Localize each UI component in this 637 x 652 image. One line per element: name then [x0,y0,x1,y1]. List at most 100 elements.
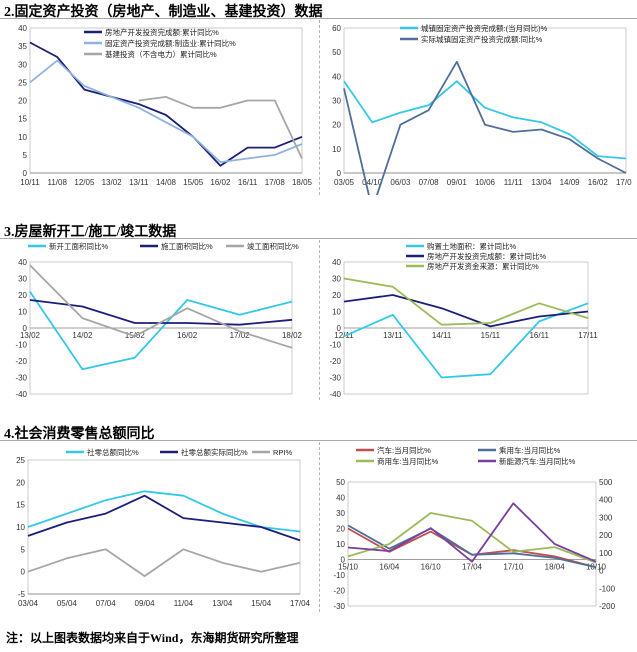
legend-label: 新开工面积同比% [49,241,108,251]
divider [0,238,637,239]
x-tick-label: 18/05 [292,178,312,187]
legend-label: 汽车:当月同比% [377,445,431,455]
y-tick-label: 0 [21,568,26,577]
section-title-retail: 4.社会消费零售总额同比 [4,427,155,442]
series-line [27,490,301,533]
x-tick-label: 09/01 [447,178,468,187]
series-line [29,59,303,163]
y-tick-label: 30 [18,60,27,69]
divider [0,440,637,441]
y-tick-label: 0 [23,169,28,178]
y-tick-label: 50 [336,478,345,487]
x-tick-label: 14/09 [560,178,581,187]
y-tick-label: 20 [16,478,25,487]
x-tick-label: 10/06 [475,178,496,187]
legend-label: 房地产开发投资完成额:累计同比% [105,27,219,37]
legend-label: 乘用车:当月同比% [499,445,561,455]
x-tick-label: 14/11 [432,331,452,340]
section-title-housing: 3.房屋新开工/施工/竣工数据 [4,225,177,240]
series-line [29,41,303,167]
y-tick-label: 20 [18,97,27,106]
x-tick-label: 13/11 [129,178,149,187]
y-tick-label: 60 [332,24,341,33]
y-tick-label: -5 [18,590,26,599]
series-line [343,60,627,211]
y-tick-label: 10 [332,308,341,317]
x-tick-label: 16/04 [379,563,400,572]
legend-label: 社零总额同比% [87,447,139,457]
y-tick-label: 10 [18,308,27,317]
y-tick-label: 30 [18,275,27,284]
chart-urban-fai: 0 10 20 30 40 50 60 03/05 04/10 06/03 07/08 09/01 10… [326,20,637,211]
x-tick-label: 07/04 [96,599,117,608]
x-tick-label: 05/04 [57,599,78,608]
x-tick-label: 16/02 [210,178,231,187]
divider [0,18,637,19]
y-tick-label: 0 [337,324,342,333]
x-tick-label: 18/02 [282,331,303,340]
series-line [138,96,303,159]
x-tick-label: 16/10 [421,563,442,572]
y-tick-label: 15 [16,501,25,510]
x-tick-label: 18/04 [545,563,566,572]
divider [319,442,320,612]
y-tick-label: 40 [332,72,341,81]
series-line [347,524,597,569]
x-tick-label: 15/05 [183,178,204,187]
x-tick-label: 16/02 [177,331,198,340]
x-tick-label: 17/04 [290,599,311,608]
x-tick-label: 15/10 [338,563,359,572]
series-line [343,294,589,328]
y-tick-label: 30 [332,97,341,106]
x-tick-label: 14/08 [156,178,177,187]
y-tick-label: 50 [332,48,341,57]
y-tick-label: 20 [18,291,27,300]
y-tick-label: 30 [332,275,341,284]
chart-fai-types: 0 5 10 15 20 25 30 35 40 10/11 11/08 12/05 13/02 13/1… [4,20,313,195]
x-tick-label: 17/10 [503,563,524,572]
series-line [29,291,293,371]
series-line [29,264,293,349]
chart-retail-sales: -5 0 5 10 15 20 25 03/04 05/04 07/04 09/04 11/04 13/… [4,442,312,612]
series-line [343,277,589,326]
legend-label: 实际城镇固定资产投资完成额:同比% [421,34,543,44]
x-tick-label: 16/11 [238,178,258,187]
y-tick-label: 35 [18,42,27,51]
x-tick-label: 13/02 [20,331,41,340]
section-title-fai: 2.固定资产投资（房地产、制造业、基建投资）数据 [4,5,323,20]
y-tick-label: 10 [332,145,341,154]
plot-frame [347,481,597,607]
x-tick-label: 06/03 [390,178,411,187]
y-tick-label: 20 [332,291,341,300]
x-tick-label: 14/02 [72,331,93,340]
y2-tick-label: -100 [599,584,616,593]
chart-auto-sales: -30 -20 -10 0 10 20 30 40 50 -200 -100 0 100 200 300 40… [326,442,632,612]
y-tick-label: 40 [336,494,345,503]
y-tick-label: -30 [329,374,341,383]
x-tick-label: 13/11 [383,331,403,340]
x-tick-label: 16/11 [529,331,549,340]
y2-tick-label: 200 [599,531,613,540]
y-tick-label: -10 [333,571,345,580]
x-tick-label: 11/08 [47,178,67,187]
x-tick-label: 10/11 [20,178,40,187]
y-tick-label: -40 [15,390,27,399]
divider [319,20,320,195]
y-tick-label: 40 [18,258,27,267]
y-tick-label: 20 [336,525,345,534]
y2-tick-label: 100 [599,549,613,558]
y2-tick-label: 400 [599,496,613,505]
y-tick-label: 20 [332,121,341,130]
chart-land-investment-funds: -40 -30 -20 -10 0 10 20 30 40 12/11 13/11 14/11 15/1… [326,240,632,400]
y2-tick-label: 500 [599,478,613,487]
y2-tick-label: 0 [599,567,604,576]
x-tick-label: 17/08 [265,178,286,187]
x-tick-label: 13/04 [212,599,233,608]
legend-label: 固定资产投资完成额:制造业:累计同比% [105,38,236,48]
y-tick-label: -20 [329,357,341,366]
x-tick-label: 17/04 [462,563,483,572]
y2-tick-label: -200 [599,602,616,611]
x-tick-label: 11/04 [174,599,194,608]
series-line [343,302,589,379]
y-tick-label: -20 [15,357,27,366]
